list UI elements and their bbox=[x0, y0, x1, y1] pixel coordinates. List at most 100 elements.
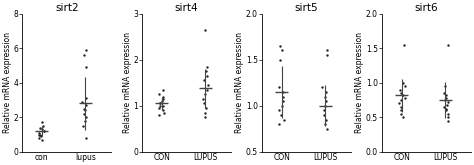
Point bbox=[156, 102, 164, 105]
Point bbox=[161, 111, 168, 114]
Point bbox=[399, 94, 407, 97]
Point bbox=[36, 126, 44, 129]
Point bbox=[202, 107, 210, 109]
Point bbox=[82, 116, 90, 119]
Point bbox=[38, 121, 46, 124]
Point bbox=[80, 107, 88, 110]
Point bbox=[38, 138, 46, 141]
Point bbox=[158, 100, 165, 102]
Point bbox=[322, 118, 329, 121]
Point bbox=[281, 118, 288, 121]
Point bbox=[401, 85, 409, 87]
Point bbox=[397, 99, 404, 101]
Point bbox=[277, 45, 284, 47]
Point bbox=[444, 103, 451, 106]
Point bbox=[277, 114, 284, 116]
Y-axis label: Relative mRNA expression: Relative mRNA expression bbox=[356, 32, 365, 133]
Point bbox=[322, 100, 329, 102]
Point bbox=[37, 135, 45, 138]
Point bbox=[201, 93, 209, 96]
Point bbox=[399, 81, 407, 84]
Point bbox=[203, 74, 210, 77]
Point bbox=[319, 86, 326, 89]
Point bbox=[320, 114, 328, 116]
Point bbox=[444, 43, 451, 46]
Point bbox=[82, 97, 90, 99]
Point bbox=[203, 65, 211, 68]
Point bbox=[276, 58, 283, 61]
Point bbox=[155, 114, 163, 116]
Point bbox=[442, 94, 450, 97]
Title: sirt5: sirt5 bbox=[295, 3, 319, 13]
Point bbox=[36, 132, 43, 134]
Point bbox=[200, 79, 208, 82]
Point bbox=[201, 111, 209, 114]
Point bbox=[397, 92, 405, 94]
Point bbox=[279, 100, 286, 102]
Point bbox=[275, 123, 283, 126]
Point bbox=[204, 84, 211, 86]
Y-axis label: Relative mRNA expression: Relative mRNA expression bbox=[3, 32, 12, 133]
Point bbox=[275, 109, 283, 112]
Point bbox=[202, 70, 210, 72]
Point bbox=[444, 113, 452, 115]
Point bbox=[440, 92, 447, 94]
Title: sirt6: sirt6 bbox=[415, 3, 438, 13]
Point bbox=[321, 123, 328, 126]
Point bbox=[40, 130, 48, 132]
Point bbox=[155, 93, 163, 96]
Point bbox=[399, 116, 407, 119]
Point bbox=[82, 66, 90, 68]
Point bbox=[160, 104, 167, 107]
Point bbox=[82, 104, 90, 106]
Point bbox=[81, 119, 89, 122]
Point bbox=[80, 54, 88, 56]
Point bbox=[159, 95, 166, 98]
Point bbox=[444, 119, 452, 122]
Point bbox=[401, 97, 409, 99]
Point bbox=[324, 54, 331, 56]
Point bbox=[38, 128, 46, 131]
Point bbox=[79, 100, 86, 103]
Point bbox=[36, 133, 44, 136]
Point bbox=[80, 113, 88, 115]
Point bbox=[442, 85, 449, 87]
Point bbox=[278, 104, 286, 107]
Point bbox=[278, 49, 286, 52]
Point bbox=[79, 125, 87, 127]
Y-axis label: Relative mRNA expression: Relative mRNA expression bbox=[123, 32, 132, 133]
Y-axis label: Relative mRNA expression: Relative mRNA expression bbox=[236, 32, 245, 133]
Point bbox=[82, 49, 90, 51]
Point bbox=[201, 116, 209, 119]
Point bbox=[201, 102, 208, 105]
Point bbox=[159, 98, 167, 100]
Point bbox=[160, 88, 167, 91]
Point bbox=[442, 97, 449, 99]
Title: sirt2: sirt2 bbox=[55, 3, 79, 13]
Point bbox=[320, 109, 328, 112]
Point bbox=[401, 43, 408, 46]
Point bbox=[396, 88, 404, 91]
Point bbox=[39, 125, 47, 127]
Point bbox=[321, 104, 329, 107]
Point bbox=[397, 106, 405, 108]
Point bbox=[156, 102, 164, 105]
Title: sirt4: sirt4 bbox=[175, 3, 199, 13]
Point bbox=[203, 88, 210, 91]
Point bbox=[396, 102, 403, 105]
Point bbox=[40, 130, 48, 132]
Point bbox=[444, 101, 451, 103]
Point bbox=[82, 137, 89, 139]
Point bbox=[397, 109, 404, 112]
Point bbox=[156, 104, 164, 107]
Point bbox=[35, 137, 43, 139]
Point bbox=[199, 98, 207, 100]
Point bbox=[275, 86, 283, 89]
Point bbox=[397, 113, 405, 115]
Point bbox=[201, 28, 209, 31]
Point bbox=[280, 91, 287, 93]
Point bbox=[442, 99, 449, 101]
Point bbox=[444, 116, 451, 119]
Point bbox=[324, 49, 331, 52]
Point bbox=[322, 95, 329, 98]
